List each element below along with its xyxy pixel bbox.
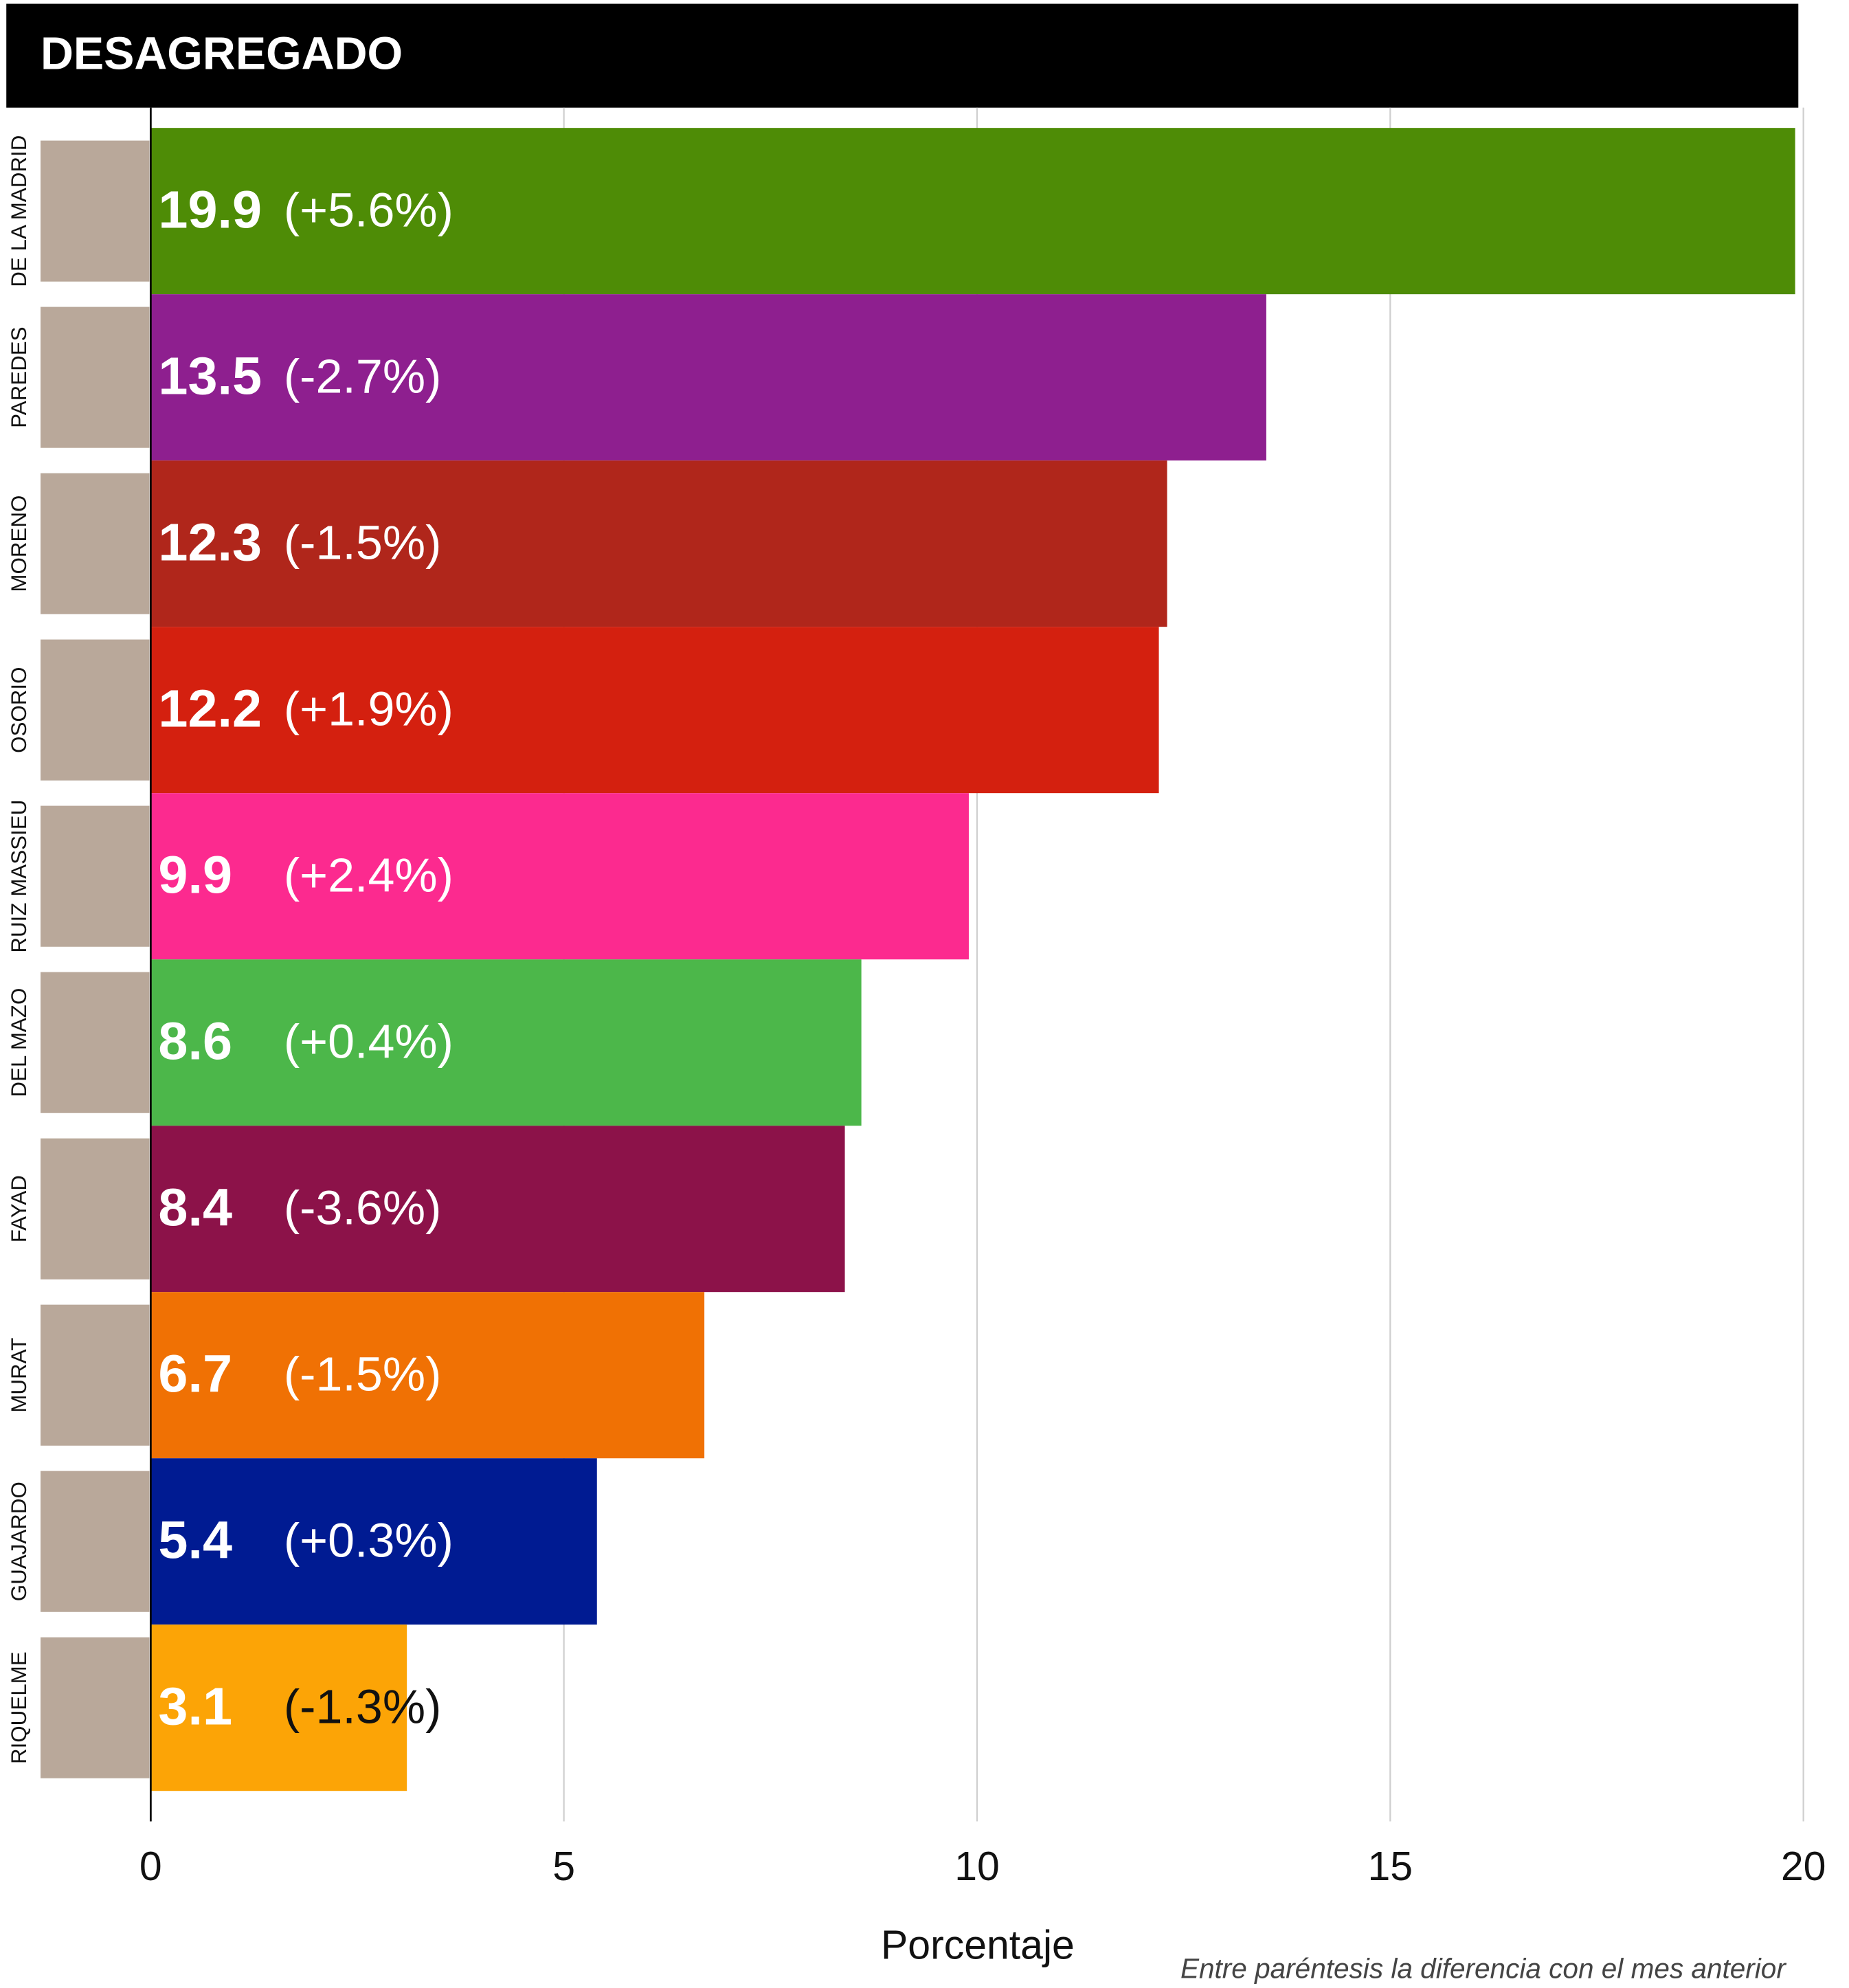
y-tick-label: FAYAD	[7, 1175, 31, 1242]
x-tick-label: 0	[139, 1844, 162, 1889]
y-tick-label: DE LA MADRID	[7, 135, 31, 287]
photo	[40, 306, 150, 448]
value-label: 8.4	[158, 1178, 232, 1237]
bar	[150, 460, 1167, 627]
bar	[150, 294, 1266, 461]
y-tick-label: RUIZ MASSIEU	[7, 800, 31, 953]
y-tick-label: RIQUELME	[7, 1651, 31, 1764]
x-axis-label: Porcentaje	[881, 1923, 1075, 1967]
change-label: (-2.7%)	[284, 349, 442, 403]
title-bar	[6, 3, 1799, 108]
y-tick-label: DEL MAZO	[7, 988, 31, 1097]
y-tick-label: MORENO	[7, 495, 31, 592]
change-label: (+0.4%)	[284, 1014, 453, 1068]
value-label: 19.9	[158, 180, 262, 239]
photo	[40, 805, 150, 947]
value-label: 13.5	[158, 346, 262, 405]
bar	[150, 1292, 705, 1459]
photo	[40, 1637, 150, 1778]
value-label: 8.6	[158, 1012, 232, 1071]
change-label: (+1.9%)	[284, 682, 453, 735]
bar	[150, 627, 1159, 794]
y-tick-label: PAREDES	[7, 326, 31, 427]
bar	[150, 1624, 407, 1791]
bar	[150, 1126, 845, 1293]
change-label: (+2.4%)	[284, 848, 453, 902]
footnote: Entre paréntesis la diferencia con el me…	[1180, 1953, 1786, 1985]
y-tick-label: OSORIO	[7, 667, 31, 753]
change-label: (+5.6%)	[284, 183, 453, 236]
chart-title: DESAGREGADO	[41, 28, 403, 79]
value-label: 3.1	[158, 1677, 232, 1736]
value-label: 9.9	[158, 845, 232, 904]
x-tick-label: 5	[552, 1844, 575, 1889]
change-label: (-3.6%)	[284, 1181, 442, 1234]
x-tick-label: 10	[954, 1844, 1000, 1889]
value-label: 12.3	[158, 513, 262, 572]
photo	[40, 1471, 150, 1612]
photo	[40, 140, 150, 282]
y-tick-label: MURAT	[7, 1338, 31, 1413]
value-label: 5.4	[158, 1510, 232, 1570]
photo	[40, 473, 150, 614]
change-label: (-1.3%)	[284, 1679, 442, 1733]
photo	[40, 1138, 150, 1280]
bar	[150, 1458, 597, 1625]
change-label: (-1.5%)	[284, 1347, 442, 1400]
photo	[40, 1304, 150, 1446]
bar	[150, 959, 862, 1126]
y-tick-label: GUAJARDO	[7, 1482, 31, 1601]
x-tick-label: 20	[1781, 1844, 1826, 1889]
value-label: 6.7	[158, 1344, 232, 1403]
bar	[150, 793, 969, 960]
photo	[40, 972, 150, 1113]
bar	[150, 128, 1795, 295]
change-label: (-1.5%)	[284, 515, 442, 569]
x-tick-label: 15	[1368, 1844, 1413, 1889]
change-label: (+0.3%)	[284, 1513, 453, 1567]
value-label: 12.2	[158, 679, 262, 738]
photo	[40, 639, 150, 781]
